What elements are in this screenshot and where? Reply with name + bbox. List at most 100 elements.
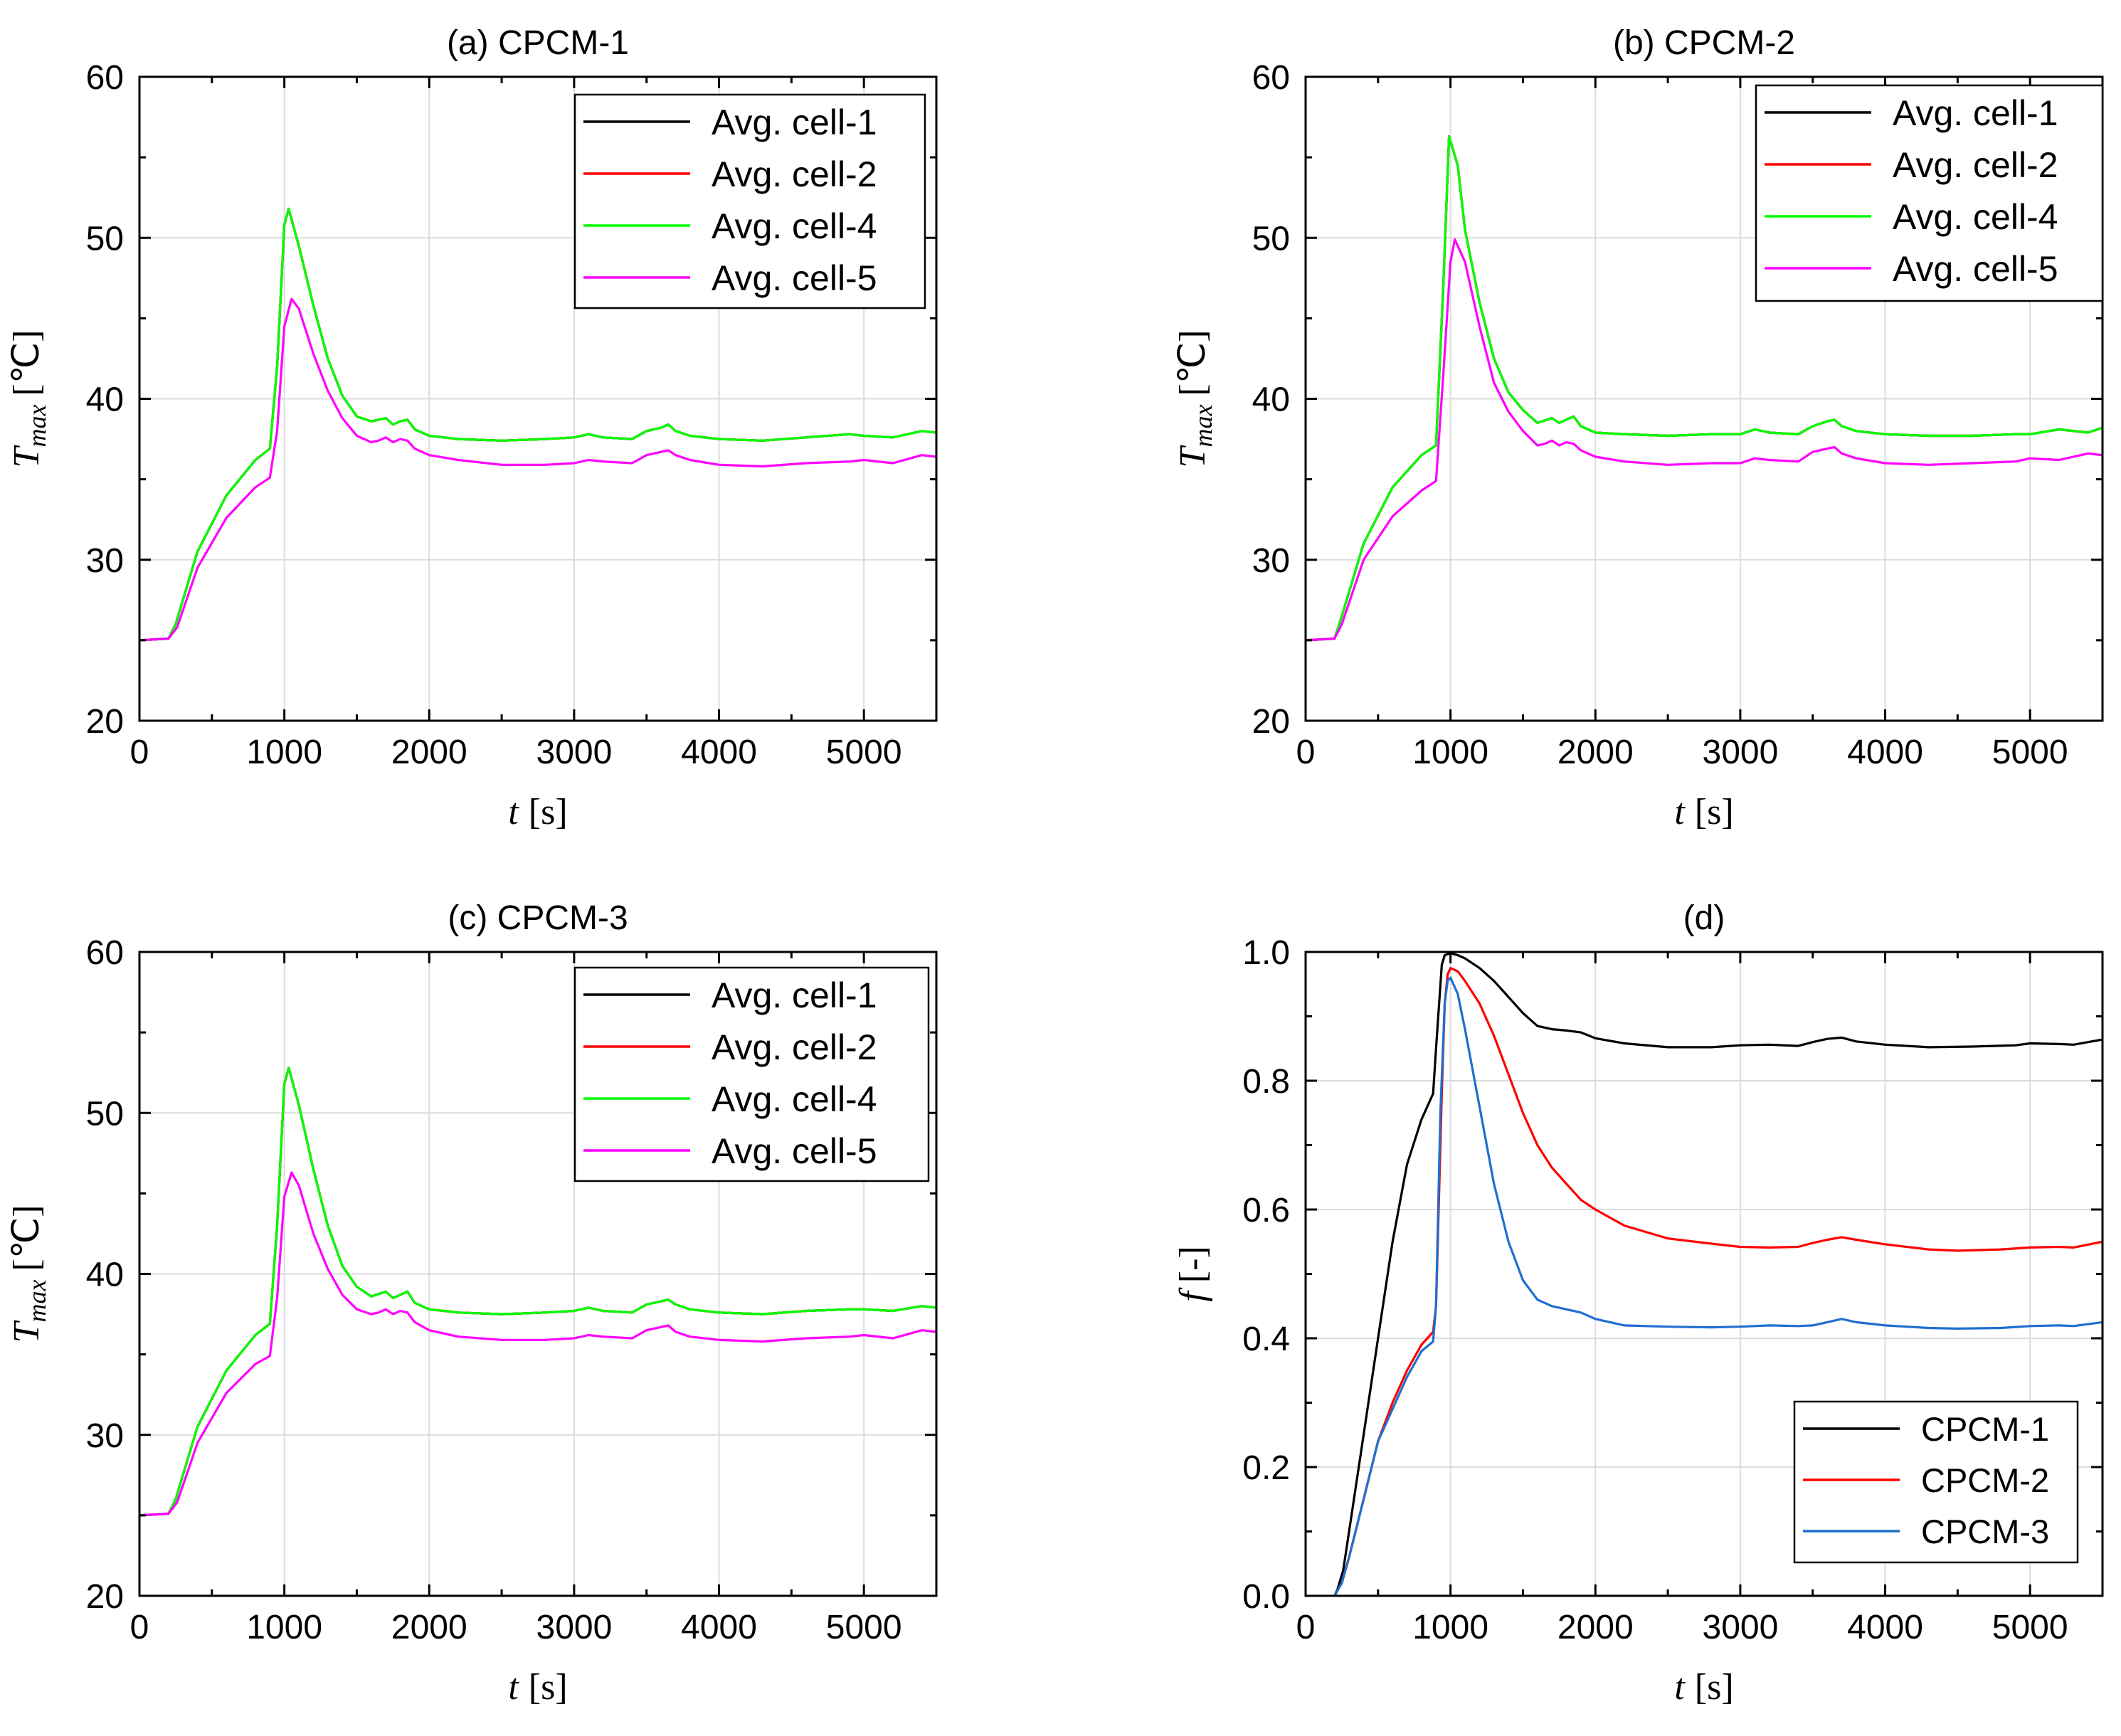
series-line-4 (139, 297, 936, 642)
x-axis-var: t (508, 1667, 519, 1708)
legend: Avg. cell-1 Avg. cell-2 Avg. cell-4 Avg. ce… (573, 966, 930, 1182)
x-axis-unit: [s] (1695, 1667, 1734, 1708)
chart-title: (a) CPCM-1 (447, 24, 629, 62)
x-tick-label: 1000 (1412, 734, 1488, 771)
y-tick-label: 20 (1252, 703, 1290, 741)
y-axis-label: Tmax [℃] (6, 1205, 51, 1343)
legend-label: Avg. cell-2 (712, 1027, 877, 1067)
legend-label: Avg. cell-5 (712, 258, 877, 298)
legend-label: Avg. cell-1 (1893, 93, 2058, 133)
x-axis-unit: [s] (529, 1667, 568, 1708)
x-tick-label: 3000 (536, 1609, 613, 1646)
x-tick-label: 1000 (246, 1609, 322, 1646)
legend-label: Avg. cell-4 (712, 206, 877, 246)
legend-label: Avg. cell-2 (1893, 145, 2058, 185)
x-tick-label: 5000 (1992, 734, 2068, 771)
y-axis-var: T (1173, 445, 1213, 467)
y-axis-unit: [℃] (6, 330, 47, 396)
legend-label: Avg. cell-5 (1893, 249, 2058, 289)
legend: Avg. cell-1 Avg. cell-2 Avg. cell-4 Avg. ce… (1755, 84, 2104, 302)
x-tick-label: 3000 (1703, 734, 1779, 771)
y-tick-label: 20 (86, 703, 124, 741)
panel-a: 0 1000 2000 3000 4000 5000 20 30 40 50 60 (a) CPCM-… (6, 24, 938, 832)
x-axis-var: t (508, 792, 519, 832)
series-line-3 (1306, 135, 2103, 642)
legend-label: CPCM-2 (1921, 1461, 2049, 1499)
x-axis-unit: [s] (529, 792, 568, 832)
legend-box (573, 93, 926, 309)
x-tick-label: 2000 (1557, 734, 1634, 771)
x-axis-label: t [s] (508, 792, 567, 832)
x-axis-var: t (1674, 792, 1686, 832)
x-axis-label: t [s] (1674, 1667, 1733, 1708)
x-tick-label: 3000 (536, 734, 613, 771)
chart-title: (c) CPCM-3 (448, 899, 628, 937)
x-tick-label: 4000 (681, 1609, 757, 1646)
x-tick-label: 4000 (1847, 1609, 1923, 1646)
legend-label: CPCM-1 (1921, 1410, 2049, 1448)
legend-label: Avg. cell-1 (712, 102, 877, 142)
y-tick-label: 0.6 (1242, 1192, 1290, 1229)
x-tick-label: 4000 (1847, 734, 1923, 771)
x-axis-label: t [s] (1674, 792, 1733, 832)
y-tick-label: 40 (1252, 381, 1290, 419)
series-line-4 (1306, 238, 2103, 642)
y-tick-label: 0.8 (1242, 1063, 1290, 1101)
y-tick-label: 50 (86, 1095, 124, 1133)
y-axis-label: Tmax [℃] (6, 330, 51, 468)
x-axis-unit: [s] (1695, 792, 1734, 832)
y-tick-label: 30 (1252, 542, 1290, 580)
y-tick-label: 60 (86, 934, 124, 972)
y-axis-var: T (6, 445, 47, 467)
series-line-3 (139, 207, 936, 642)
y-axis-subscript: max (23, 405, 51, 448)
legend-box (573, 966, 930, 1182)
x-axis-var: t (1674, 1667, 1686, 1708)
y-axis-label: f [-] (1173, 1246, 1213, 1301)
x-tick-label: 2000 (391, 1609, 467, 1646)
legend-label: Avg. cell-4 (1893, 197, 2058, 237)
legend: Avg. cell-1 Avg. cell-2 Avg. cell-4 Avg. ce… (573, 93, 926, 309)
series-line-4 (139, 1171, 936, 1517)
x-tick-label: 5000 (1992, 1609, 2068, 1646)
x-tick-label: 2000 (391, 734, 467, 771)
chart-title: (d) (1683, 899, 1725, 937)
legend: CPCM-1 CPCM-2 CPCM-3 (1793, 1400, 2079, 1564)
y-tick-label: 0.0 (1242, 1578, 1290, 1616)
legend-box (1755, 84, 2104, 302)
panel-d: 0 1000 2000 3000 4000 5000 0.0 0.2 0.4 0.6 0.8 1.0 (… (1173, 899, 2104, 1708)
y-axis-subscript: max (23, 1280, 51, 1323)
y-tick-label: 40 (86, 1256, 124, 1294)
x-tick-label: 5000 (826, 734, 902, 771)
x-tick-label: 2000 (1557, 1609, 1634, 1646)
series-line-3 (1333, 976, 2103, 1597)
panel-c: 0 1000 2000 3000 4000 5000 20 30 40 50 60 (c) CPCM-… (6, 899, 938, 1708)
y-tick-label: 20 (86, 1578, 124, 1616)
x-tick-label: 5000 (826, 1609, 902, 1646)
x-tick-label: 0 (1296, 734, 1316, 771)
legend-label: CPCM-3 (1921, 1513, 2049, 1550)
x-tick-label: 0 (130, 734, 149, 771)
y-axis-unit: [℃] (6, 1205, 47, 1271)
legend-label: Avg. cell-5 (712, 1131, 877, 1171)
x-tick-label: 0 (130, 1609, 149, 1646)
x-tick-label: 0 (1296, 1609, 1316, 1646)
y-tick-label: 50 (86, 220, 124, 258)
legend-label: Avg. cell-1 (712, 975, 877, 1015)
y-axis-unit: [-] (1173, 1246, 1213, 1283)
y-tick-label: 60 (86, 59, 124, 97)
y-axis-var: T (6, 1320, 47, 1343)
y-tick-label: 1.0 (1242, 934, 1290, 972)
x-tick-label: 4000 (681, 734, 757, 771)
y-axis-unit: [℃] (1173, 330, 1213, 396)
x-axis-label: t [s] (508, 1667, 567, 1708)
legend-label: Avg. cell-2 (712, 154, 877, 194)
chart-title: (b) CPCM-2 (1613, 24, 1795, 62)
x-tick-label: 3000 (1703, 1609, 1779, 1646)
y-tick-label: 50 (1252, 220, 1290, 258)
y-axis-var: f (1173, 1287, 1213, 1302)
y-tick-label: 60 (1252, 59, 1290, 97)
y-tick-label: 30 (86, 1417, 124, 1455)
y-axis-subscript: max (1189, 405, 1217, 448)
